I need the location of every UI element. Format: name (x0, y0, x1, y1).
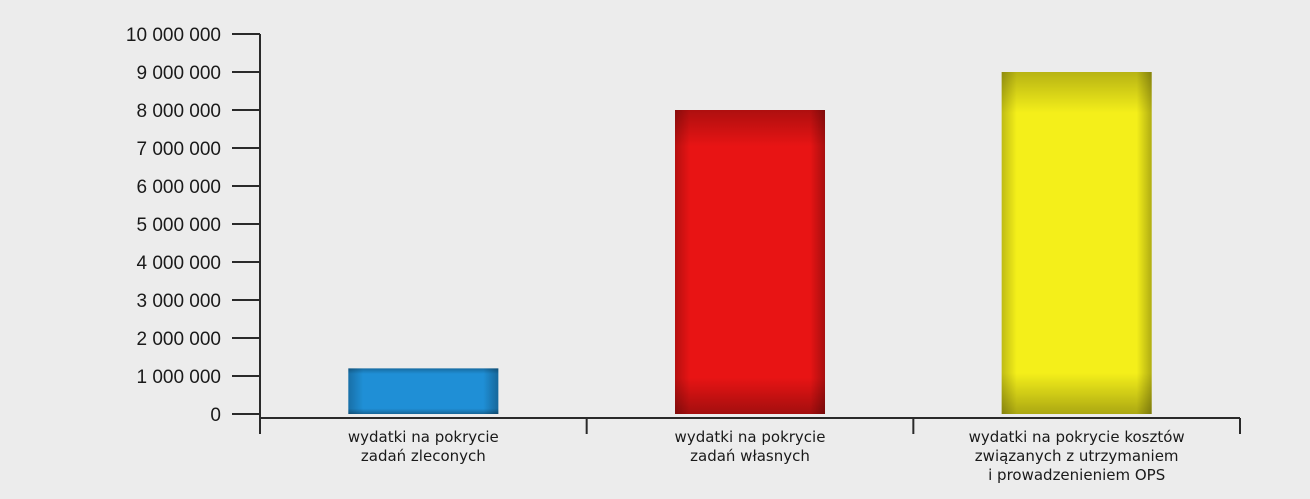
category-label-line: wydatki na pokrycie (348, 428, 499, 446)
bar (1001, 72, 1152, 414)
y-axis: 0 1 000 000 2 000 000 3 000 000 4 000 000 5 0… (126, 25, 261, 426)
y-tick-label: 4 000 000 (136, 253, 221, 274)
y-tick-label: 10 000 000 (126, 25, 221, 46)
bar (675, 110, 826, 414)
y-tick-label: 5 000 000 (136, 215, 221, 236)
category-label: wydatki na pokrycie zadań zleconych (348, 428, 499, 465)
y-tick-label: 9 000 000 (136, 63, 221, 84)
x-axis (259, 417, 1242, 434)
category-label: wydatki na pokrycie kosztów związanych z … (969, 428, 1185, 484)
y-tick-label: 2 000 000 (136, 329, 221, 350)
bar-shade-horizontal (675, 110, 826, 414)
category-label-line: zadań własnych (690, 447, 810, 465)
y-tick-label: 0 (210, 405, 221, 426)
category-label-line: wydatki na pokrycie kosztów (969, 428, 1185, 446)
bars (348, 72, 1152, 414)
category-labels: wydatki na pokrycie zadań zleconychwydatk… (348, 428, 1185, 484)
category-label-line: związanych z utrzymaniem (975, 447, 1179, 465)
bar-shade-horizontal (348, 368, 499, 414)
y-tick-label: 8 000 000 (136, 101, 221, 122)
y-tick-label: 1 000 000 (136, 367, 221, 388)
category-label: wydatki na pokrycie zadań własnych (675, 428, 826, 465)
y-tick-label: 7 000 000 (136, 139, 221, 160)
category-label-line: i prowadzenieniem OPS (988, 466, 1165, 484)
category-label-line: zadań zleconych (361, 447, 486, 465)
bar (348, 368, 499, 414)
y-tick-label: 3 000 000 (136, 291, 221, 312)
bar-shade-horizontal (1001, 72, 1152, 414)
y-tick-label: 6 000 000 (136, 177, 221, 198)
category-label-line: wydatki na pokrycie (675, 428, 826, 446)
